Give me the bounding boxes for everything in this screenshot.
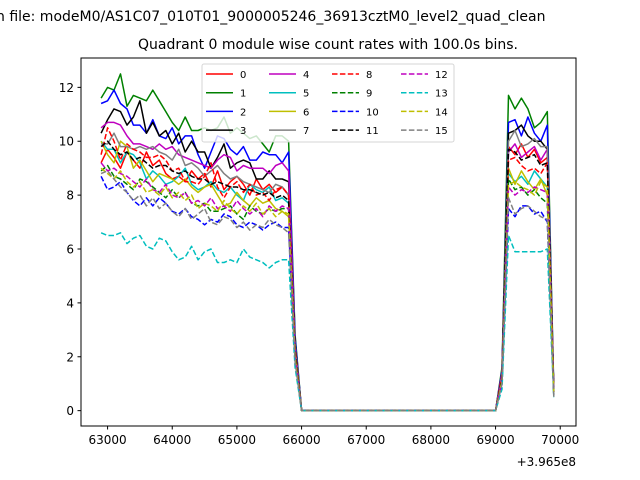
legend-item-8: 8 — [332, 70, 372, 81]
legend-label: 12 — [435, 70, 448, 81]
legend-item-15: 15 — [401, 126, 448, 137]
y-tick-label: 0 — [66, 404, 74, 418]
y-axis: 0 2 4 6 8 10 12 — [59, 81, 81, 418]
y-tick-label: 4 — [66, 296, 74, 310]
legend-label: 6 — [303, 107, 309, 118]
y-tick-label: 6 — [66, 243, 74, 257]
series-line-15 — [100, 170, 555, 412]
series-line-14 — [100, 167, 555, 412]
series-line-13 — [100, 232, 555, 412]
legend-label: 15 — [435, 126, 448, 137]
legend-label: 10 — [366, 107, 379, 118]
legend-label: 5 — [303, 89, 309, 100]
legend-label: 13 — [435, 89, 448, 100]
y-tick-label: 12 — [59, 81, 74, 95]
x-tick-label: 64000 — [153, 433, 191, 447]
legend-label: 11 — [366, 126, 379, 137]
legend-item-11: 11 — [332, 126, 379, 137]
x-tick-label: 67000 — [347, 433, 385, 447]
axes-frame — [80, 57, 577, 427]
x-tick-label: 65000 — [218, 433, 256, 447]
legend-item-0: 0 — [206, 70, 246, 81]
legend-label: 1 — [240, 89, 246, 100]
x-tick-label: 63000 — [88, 433, 126, 447]
legend-label: 3 — [240, 126, 246, 137]
legend-item-14: 14 — [401, 107, 448, 118]
legend-label: 7 — [303, 126, 309, 137]
legend-label: 2 — [240, 107, 246, 118]
legend-item-6: 6 — [269, 107, 309, 118]
legend-item-4: 4 — [269, 70, 309, 81]
legend-item-7: 7 — [269, 126, 309, 137]
figure-suptitle: n file: modeM0/AS1C07_010T01_9000005246_… — [0, 9, 545, 25]
legend-item-3: 3 — [206, 126, 246, 137]
legend-item-10: 10 — [332, 107, 379, 118]
y-tick-label: 2 — [66, 350, 74, 364]
legend-item-2: 2 — [206, 107, 246, 118]
legend-label: 8 — [366, 70, 372, 81]
x-axis: 63000 64000 65000 66000 67000 68000 69000 70000 — [88, 426, 579, 447]
legend-label: 0 — [240, 70, 246, 81]
x-tick-label: 69000 — [476, 433, 514, 447]
legend-item-1: 1 — [206, 89, 246, 100]
legend-item-12: 12 — [401, 70, 448, 81]
legend-item-13: 13 — [401, 89, 448, 100]
x-tick-label: 66000 — [282, 433, 320, 447]
legend-item-5: 5 — [269, 89, 309, 100]
legend-box — [201, 63, 455, 143]
legend-label: 14 — [435, 107, 448, 118]
x-tick-label: 68000 — [412, 433, 450, 447]
legend-label: 9 — [366, 89, 372, 100]
x-tick-label: 70000 — [541, 433, 579, 447]
series-line-11 — [100, 140, 555, 412]
legend-label: 4 — [303, 70, 309, 81]
y-tick-label: 10 — [59, 135, 74, 149]
chart-title: Quadrant 0 module wise count rates with … — [138, 37, 518, 53]
legend-item-9: 9 — [332, 89, 372, 100]
plot-area — [100, 73, 555, 412]
x-offset-text: +3.965e8 — [517, 455, 576, 469]
y-tick-label: 8 — [66, 189, 74, 203]
